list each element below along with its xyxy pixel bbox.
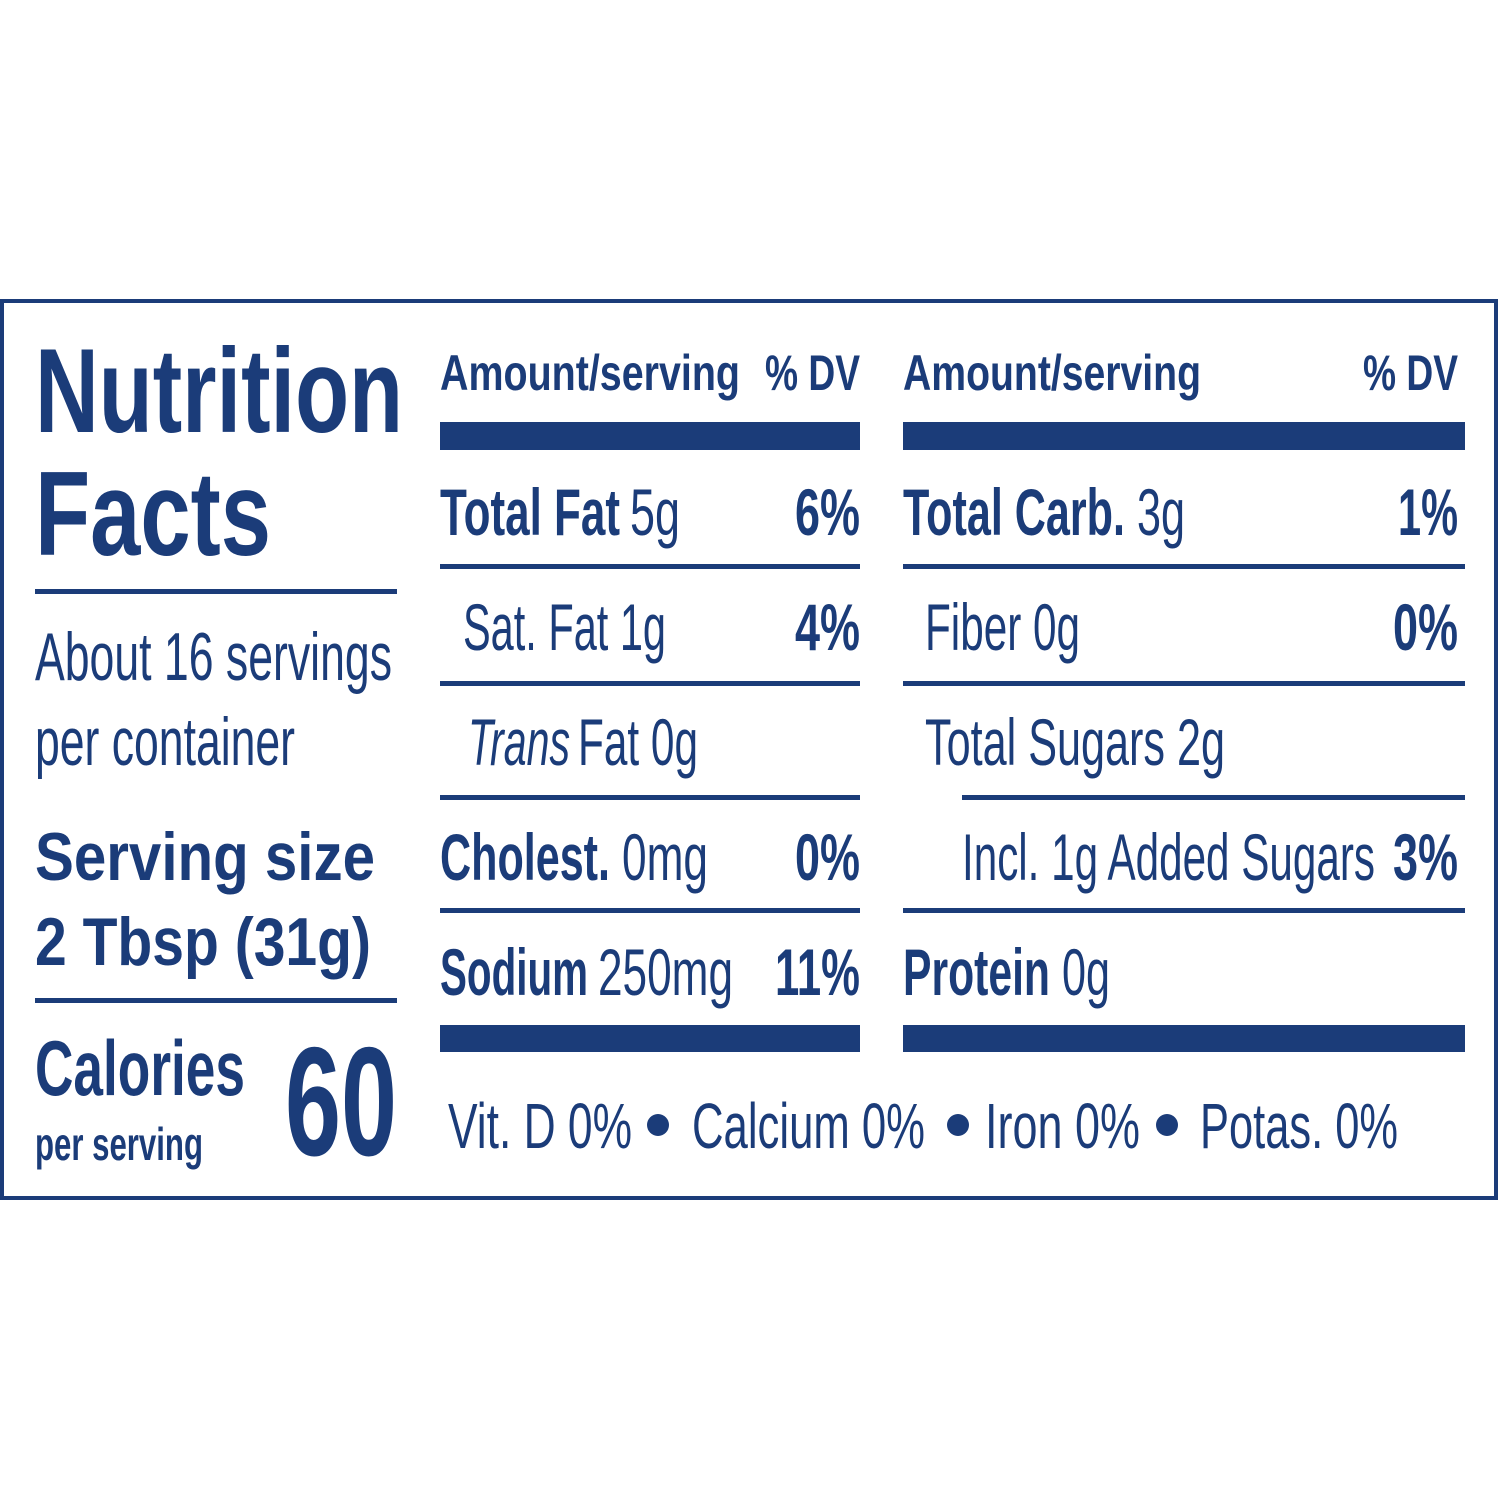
bullet — [647, 1114, 669, 1136]
nutrient-amount: 250mg — [598, 935, 733, 1009]
divider — [440, 795, 860, 800]
nutrient-dv: 6% — [795, 475, 860, 549]
nutrient-amount: 5g — [630, 475, 680, 549]
bullet — [1156, 1114, 1178, 1136]
column-header: % DV — [1363, 345, 1458, 401]
servings-text: About 16 servings — [35, 619, 392, 695]
vitamin-item: Vit. D 0% — [448, 1090, 632, 1162]
serving-size-amount: 2 Tbsp (31g) — [35, 904, 371, 980]
nutrient-name: Total Carb. — [903, 475, 1125, 549]
thick-bar — [440, 1025, 860, 1052]
column-header: Amount/serving — [440, 345, 740, 401]
nutrient-prefix: Trans — [468, 705, 570, 779]
thick-bar — [440, 422, 860, 450]
bullet — [947, 1114, 969, 1136]
title-line: Nutrition — [35, 324, 403, 458]
calories-value: 60 — [285, 1015, 397, 1188]
nutrient-dv: 3% — [1393, 820, 1458, 894]
nutrient-dv: 1% — [1398, 475, 1458, 549]
divider — [440, 564, 860, 569]
thick-bar — [903, 422, 1465, 450]
divider — [962, 795, 1465, 800]
nutrient-dv: 0% — [1393, 590, 1458, 664]
nutrient-amount: 3g — [1137, 475, 1185, 549]
serving-size-label: Serving size — [35, 819, 375, 895]
thick-bar — [903, 1025, 1465, 1052]
nutrient-dv: 0% — [795, 820, 860, 894]
column-header: Amount/serving — [903, 345, 1201, 401]
nutrient-dv: 11% — [775, 935, 860, 1009]
title-line: Facts — [35, 447, 271, 581]
nutrient-name: Protein — [903, 935, 1050, 1009]
calories-label: Calories — [35, 1024, 245, 1112]
column-header: % DV — [765, 345, 860, 401]
nutrient-dv: 4% — [795, 590, 860, 664]
nutrient-name: Total Fat — [440, 475, 620, 549]
vitamin-item: Calcium 0% — [692, 1090, 925, 1162]
divider — [35, 589, 397, 594]
divider — [903, 681, 1465, 686]
divider — [903, 908, 1465, 913]
nutrient-name: Sodium — [440, 935, 588, 1009]
nutrient-name: Fiber 0g — [925, 590, 1080, 664]
nutrient-name: Sat. Fat 1g — [463, 590, 666, 664]
divider — [903, 564, 1465, 569]
vitamin-item: Iron 0% — [985, 1090, 1140, 1162]
divider — [440, 908, 860, 913]
nutrient-name: Incl. 1g Added Sugars — [962, 820, 1375, 894]
vitamin-item: Potas. 0% — [1200, 1090, 1398, 1162]
calories-sublabel: per serving — [35, 1118, 203, 1170]
divider — [35, 998, 397, 1003]
servings-text: per container — [35, 704, 295, 780]
nutrient-amount: 0mg — [622, 820, 708, 894]
nutrient-name: Total Sugars 2g — [925, 705, 1225, 779]
nutrient-name: Cholest. — [440, 820, 610, 894]
nutrient-name: Fat 0g — [578, 705, 698, 779]
divider — [440, 681, 860, 686]
nutrient-amount: 0g — [1062, 935, 1110, 1009]
